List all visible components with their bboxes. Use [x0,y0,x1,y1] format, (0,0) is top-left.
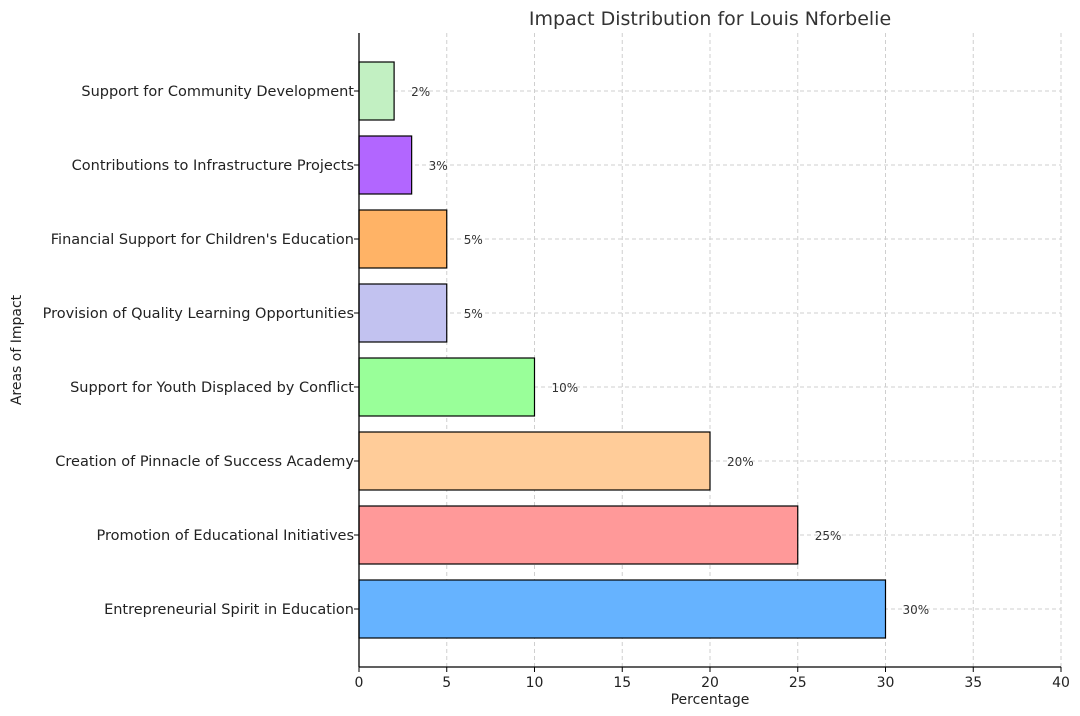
category-label: Support for Youth Displaced by Conflict [70,380,354,396]
x-tick-label: 25 [789,675,807,691]
bar-7 [358,135,413,195]
value-labels: 30% 25% 20% 10% 5% 5% 3% 2% [411,85,929,617]
bar-1 [358,579,887,639]
x-tick-label: 0 [355,675,364,691]
bar-4 [358,357,536,417]
bar-6 [358,209,448,269]
value-label: 25% [815,529,842,543]
x-ticks: 0 5 10 15 20 25 30 35 40 [354,90,1070,691]
y-category-labels: Entrepreneurial Spirit in Education Promo… [43,84,355,618]
x-tick-label: 40 [1052,675,1070,691]
category-label: Provision of Quality Learning Opportunit… [43,306,354,322]
x-tick-label: 15 [613,675,631,691]
y-axis-label: Areas of Impact [9,294,25,405]
bar-8 [358,61,395,121]
category-label: Creation of Pinnacle of Success Academy [55,454,354,470]
bars-layer [358,61,887,639]
category-label: Promotion of Educational Initiatives [96,528,354,544]
x-tick-label: 20 [701,675,719,691]
value-label: 5% [464,233,483,247]
bar-2 [358,505,799,565]
chart-title: Impact Distribution for Louis Nforbelie [529,8,891,30]
x-tick-label: 30 [877,675,895,691]
category-label: Financial Support for Children's Educati… [51,232,354,248]
category-label: Contributions to Infrastructure Projects [72,158,354,174]
value-label: 5% [464,307,483,321]
category-label: Entrepreneurial Spirit in Education [104,602,354,618]
bar-5 [358,283,448,343]
x-tick-label: 10 [526,675,544,691]
value-label: 10% [552,381,579,395]
x-tick-label: 35 [964,675,982,691]
category-label: Support for Community Development [81,84,354,100]
bar-3 [358,431,711,491]
value-label: 20% [727,455,754,469]
grid-layer [358,33,1062,667]
value-label: 3% [429,159,448,173]
value-label: 30% [903,603,930,617]
x-axis-label: Percentage [671,692,750,708]
x-tick-label: 5 [442,675,451,691]
value-label: 2% [411,85,430,99]
